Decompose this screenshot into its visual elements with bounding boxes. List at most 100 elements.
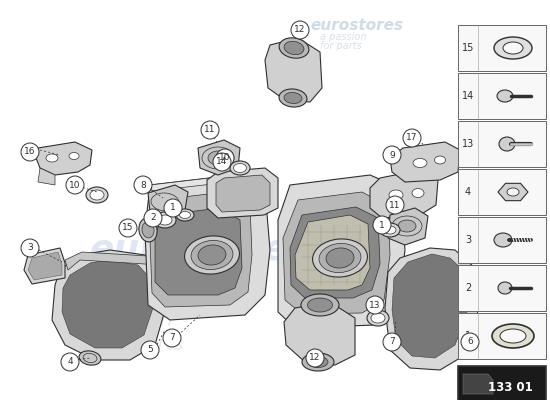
Text: 12: 12	[309, 354, 321, 362]
Circle shape	[119, 219, 137, 237]
Text: 17: 17	[406, 134, 418, 142]
Polygon shape	[402, 172, 420, 188]
Text: a passion: a passion	[80, 310, 173, 330]
Text: 12: 12	[294, 26, 306, 34]
Polygon shape	[463, 374, 493, 394]
Ellipse shape	[154, 212, 176, 228]
Ellipse shape	[319, 244, 361, 272]
FancyBboxPatch shape	[458, 121, 546, 167]
Circle shape	[66, 176, 84, 194]
Polygon shape	[36, 142, 92, 175]
Ellipse shape	[198, 245, 226, 265]
Circle shape	[144, 209, 162, 227]
Ellipse shape	[179, 212, 190, 218]
Polygon shape	[155, 208, 242, 295]
Circle shape	[213, 153, 231, 171]
FancyBboxPatch shape	[458, 25, 546, 71]
Ellipse shape	[139, 218, 157, 242]
Ellipse shape	[434, 156, 446, 164]
FancyBboxPatch shape	[458, 265, 546, 311]
Text: eurostores: eurostores	[90, 233, 311, 267]
Text: 15: 15	[122, 224, 134, 232]
Circle shape	[461, 333, 479, 351]
Polygon shape	[284, 302, 355, 365]
Polygon shape	[290, 207, 380, 298]
Circle shape	[386, 196, 404, 214]
Polygon shape	[28, 252, 62, 280]
Polygon shape	[283, 192, 390, 314]
Ellipse shape	[384, 226, 396, 234]
Ellipse shape	[308, 356, 328, 368]
Text: 16: 16	[24, 148, 36, 156]
Ellipse shape	[398, 220, 416, 232]
Text: eurostores: eurostores	[310, 18, 403, 33]
Text: 10: 10	[219, 154, 231, 162]
Ellipse shape	[326, 248, 354, 268]
Polygon shape	[198, 140, 240, 175]
Text: 15: 15	[462, 43, 474, 53]
Text: 13: 13	[369, 300, 381, 310]
Ellipse shape	[492, 324, 534, 348]
Circle shape	[134, 176, 152, 194]
Ellipse shape	[503, 42, 523, 54]
Polygon shape	[207, 168, 278, 218]
Text: 3: 3	[465, 235, 471, 245]
Ellipse shape	[284, 92, 302, 104]
Text: 2: 2	[150, 214, 156, 222]
Polygon shape	[265, 38, 322, 102]
Polygon shape	[38, 168, 55, 185]
Circle shape	[383, 333, 401, 351]
Ellipse shape	[90, 190, 104, 200]
Text: 9: 9	[389, 150, 395, 160]
Text: 11: 11	[389, 200, 401, 210]
Text: for parts: for parts	[320, 41, 362, 51]
Ellipse shape	[307, 298, 333, 312]
Ellipse shape	[176, 209, 194, 221]
Ellipse shape	[494, 233, 512, 247]
Ellipse shape	[208, 151, 228, 165]
Circle shape	[306, 349, 324, 367]
Polygon shape	[148, 185, 188, 218]
Ellipse shape	[500, 329, 526, 343]
Text: 13: 13	[462, 139, 474, 149]
Circle shape	[163, 329, 181, 347]
Polygon shape	[385, 248, 478, 370]
Polygon shape	[24, 248, 65, 284]
Ellipse shape	[507, 188, 519, 196]
Ellipse shape	[371, 313, 385, 323]
Ellipse shape	[234, 164, 246, 172]
Text: 7: 7	[169, 334, 175, 342]
Circle shape	[373, 216, 391, 234]
Text: 2: 2	[465, 283, 471, 293]
Ellipse shape	[312, 239, 367, 277]
Text: for parts: for parts	[100, 336, 183, 354]
Text: 6: 6	[467, 338, 473, 346]
Text: 1: 1	[170, 204, 176, 212]
Polygon shape	[498, 183, 528, 201]
FancyBboxPatch shape	[458, 217, 546, 263]
Ellipse shape	[284, 41, 304, 55]
FancyBboxPatch shape	[458, 313, 546, 359]
Polygon shape	[392, 254, 467, 358]
Circle shape	[216, 149, 234, 167]
Circle shape	[141, 341, 159, 359]
Text: 14: 14	[462, 91, 474, 101]
Polygon shape	[295, 215, 370, 290]
Ellipse shape	[185, 236, 239, 274]
Text: 133 01: 133 01	[488, 381, 532, 394]
Ellipse shape	[69, 152, 79, 160]
Text: 10: 10	[69, 180, 81, 190]
Circle shape	[201, 121, 219, 139]
Polygon shape	[52, 250, 165, 360]
Ellipse shape	[86, 187, 108, 203]
Ellipse shape	[497, 90, 513, 102]
Ellipse shape	[158, 215, 172, 225]
Ellipse shape	[302, 353, 334, 371]
Polygon shape	[65, 252, 160, 270]
Ellipse shape	[79, 351, 101, 365]
Polygon shape	[150, 192, 252, 307]
Ellipse shape	[279, 38, 309, 58]
Text: 1: 1	[465, 331, 471, 341]
FancyBboxPatch shape	[458, 366, 546, 400]
Circle shape	[291, 21, 309, 39]
